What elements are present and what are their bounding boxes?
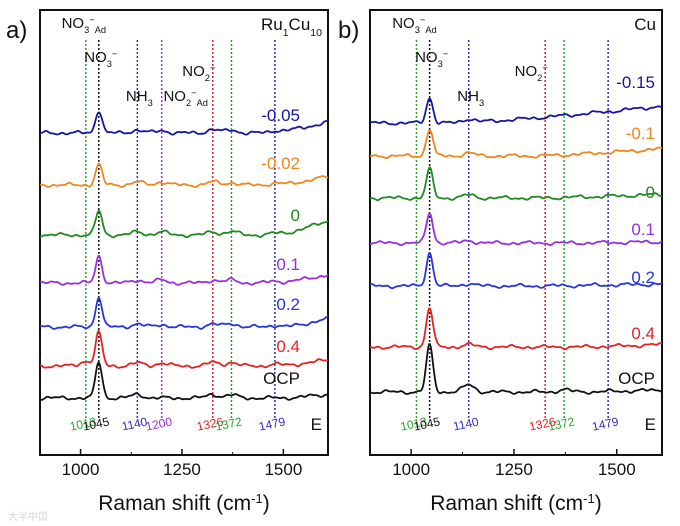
trace--0.1 — [369, 129, 662, 160]
ref-label-1372: 1372 — [547, 414, 576, 433]
trace-0.2 — [369, 252, 663, 290]
trace-0 — [369, 166, 663, 202]
ref-label-1013: 1013 — [68, 414, 97, 433]
ref-label-1013: 1013 — [399, 414, 428, 433]
species-label-NO3-Ad: NO3−Ad — [62, 15, 106, 35]
trace-OCP — [39, 361, 329, 401]
potential-label--0.05: -0.05 — [261, 106, 300, 125]
ref-label-1326: 1326 — [195, 414, 224, 433]
potential-label-0: 0 — [646, 183, 655, 202]
trace-0 — [39, 209, 329, 239]
catalyst-label: Ru1Cu10 — [261, 15, 322, 39]
ref-label-1045: 1045 — [81, 414, 110, 433]
trace--0.05 — [39, 111, 328, 136]
trace-0.1 — [39, 254, 329, 286]
x-axis-label: Raman shift (cm-1) — [98, 491, 269, 516]
ref-label-1479: 1479 — [591, 414, 620, 433]
potential-axis-label: E — [645, 415, 656, 434]
ref-label-1372: 1372 — [214, 414, 243, 433]
plot-frame — [369, 9, 663, 456]
x-tick-label-1500: 1500 — [264, 460, 302, 479]
potential-label-0.1: 0.1 — [631, 220, 655, 239]
trace-0.1 — [369, 212, 663, 247]
species-label-NH3: NH3 — [457, 88, 484, 108]
potential-label--0.1: -0.1 — [626, 124, 655, 143]
potential-label--0.02: -0.02 — [261, 154, 300, 173]
species-label-NO3-: NO3− — [84, 49, 117, 69]
x-axis-label: Raman shift (cm-1) — [430, 491, 601, 516]
ref-label-1479: 1479 — [258, 414, 287, 433]
plot-frame — [39, 9, 329, 456]
species-label-NH3: NH3 — [126, 88, 153, 108]
x-tick-label-1000: 1000 — [62, 460, 100, 479]
watermark: 大半中国 — [8, 510, 48, 523]
potential-label-0: 0 — [291, 206, 300, 225]
x-tick-label-1000: 1000 — [392, 460, 430, 479]
ref-label-1140: 1140 — [452, 414, 480, 433]
catalyst-label: Cu — [634, 15, 656, 34]
x-tick-label-1250: 1250 — [163, 460, 201, 479]
potential-label--0.15: -0.15 — [616, 73, 655, 92]
trace-OCP — [369, 343, 663, 395]
potential-label-0.4: 0.4 — [631, 324, 655, 343]
species-label-NO2-: NO2− — [182, 63, 215, 83]
species-label-NO2-Ad: NO2−Ad — [163, 88, 207, 108]
trace-0.4 — [369, 307, 663, 351]
potential-label-0.4: 0.4 — [276, 337, 300, 356]
potential-label-OCP: OCP — [263, 369, 300, 388]
trace--0.02 — [39, 162, 329, 189]
species-label-NO3-Ad: NO3−Ad — [392, 15, 436, 35]
panel-label: a) — [6, 17, 27, 44]
ref-label-1326: 1326 — [528, 414, 557, 433]
species-label-NO3-: NO3− — [415, 49, 448, 69]
panel-label: b) — [338, 17, 359, 44]
trace--0.15 — [369, 97, 662, 126]
species-label-NO2-: NO2− — [515, 63, 548, 83]
potential-label-0.2: 0.2 — [276, 295, 300, 314]
ref-label-1045: 1045 — [412, 414, 441, 433]
x-tick-label-1500: 1500 — [598, 460, 636, 479]
potential-label-OCP: OCP — [618, 369, 655, 388]
potential-label-0.1: 0.1 — [276, 255, 300, 274]
trace-0.4 — [39, 329, 329, 369]
potential-axis-label: E — [311, 415, 322, 434]
potential-label-0.2: 0.2 — [631, 268, 655, 287]
trace-0.2 — [39, 297, 329, 330]
x-tick-label-1250: 1250 — [495, 460, 533, 479]
ref-label-1200: 1200 — [144, 414, 173, 433]
ref-label-1140: 1140 — [120, 414, 148, 433]
